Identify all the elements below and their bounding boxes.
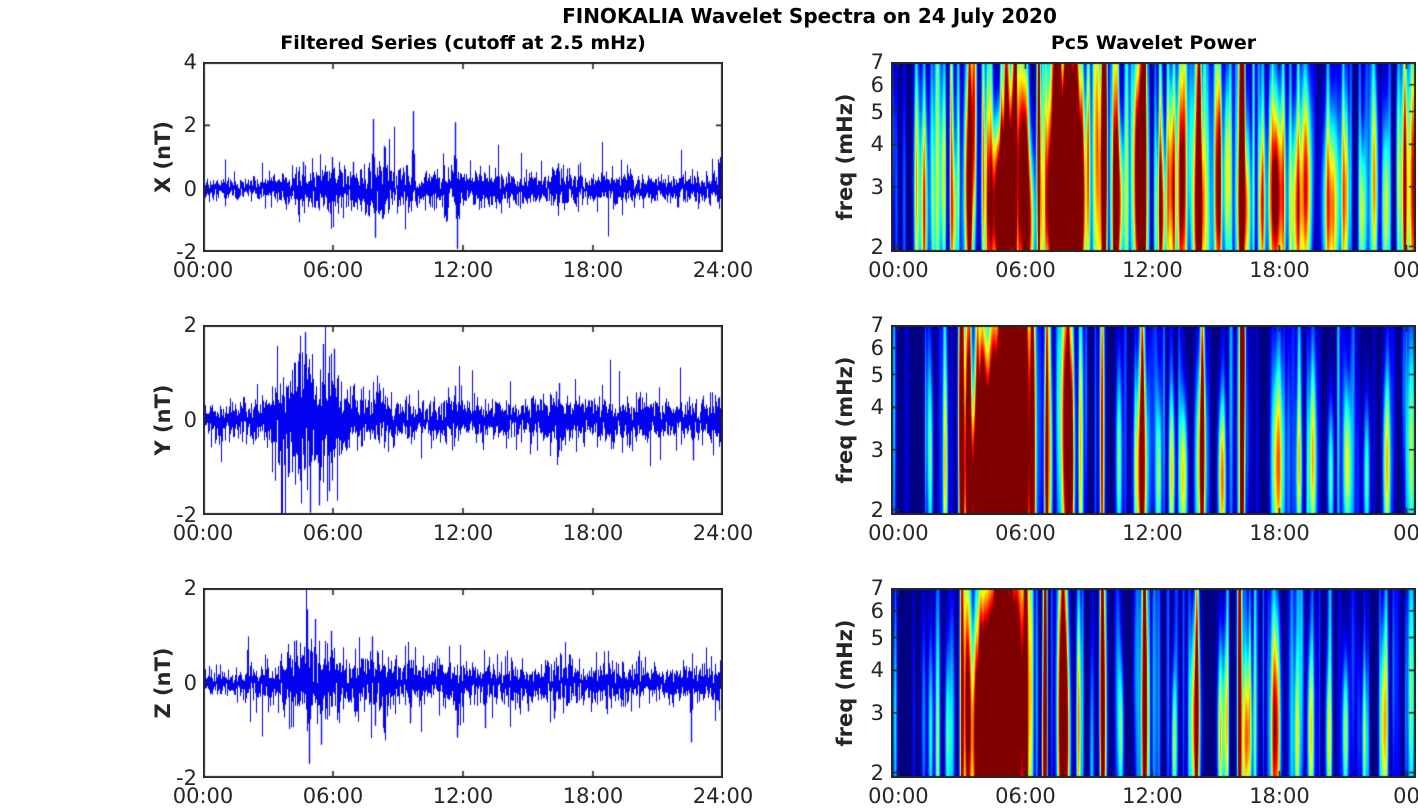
- z-wavelet-ylabel: freq (mHz): [833, 619, 857, 747]
- x-tick-label: 12:00: [432, 521, 494, 545]
- x-tick-label: 00:00: [868, 258, 929, 282]
- x-series-canvas: [203, 62, 723, 252]
- y-tick-label: 2: [183, 313, 197, 337]
- x-tick-label: 12:00: [432, 258, 494, 282]
- x-tick-label: 06:00: [302, 258, 364, 282]
- freq-tick-label: 5: [870, 362, 884, 387]
- wavelet-figure: FINOKALIA Wavelet Spectra on 24 July 202…: [151, 4, 1418, 808]
- x-tick-label: 06:00: [995, 258, 1056, 282]
- x-tick-label: 18:00: [1249, 521, 1310, 545]
- x-tick-label: 24:00: [692, 258, 754, 282]
- x-tick-label: 12:00: [1122, 258, 1183, 282]
- x-tick-label: 18:00: [562, 521, 624, 545]
- freq-tick-label: 7: [870, 576, 884, 600]
- freq-tick-label: 6: [870, 72, 884, 97]
- z-series-plot: [203, 588, 723, 778]
- z-series-canvas: [203, 588, 723, 778]
- z-series-ylabel: Z (nT): [151, 647, 175, 719]
- y-series-plot: [203, 325, 723, 515]
- x-tick-label: 12:00: [1122, 521, 1183, 545]
- x-tick-label: 06:00: [302, 521, 364, 545]
- freq-tick-label: 4: [870, 132, 884, 157]
- freq-tick-label: 2: [870, 497, 884, 522]
- freq-tick-label: 3: [870, 174, 884, 199]
- y-series-canvas: [203, 325, 723, 515]
- x-tick-label: 06:00: [995, 521, 1056, 545]
- x-tick-label: 00:00: [172, 521, 234, 545]
- freq-tick-label: 5: [870, 99, 884, 124]
- y-tick-label: 2: [183, 576, 197, 600]
- x-tick-label: 00: [1393, 258, 1418, 282]
- freq-tick-label: 3: [870, 437, 884, 462]
- freq-tick-label: 7: [870, 313, 884, 337]
- y-series-ylabel: Y (nT): [151, 384, 175, 456]
- x-tick-label: 00: [1393, 521, 1418, 545]
- freq-tick-label: 3: [870, 700, 884, 725]
- freq-tick-label: 7: [870, 50, 884, 74]
- freq-tick-label: 6: [870, 335, 884, 360]
- x-series-plot: [203, 62, 723, 252]
- x-series-ylabel: X (nT): [151, 121, 175, 193]
- x-wavelet-ylabel: freq (mHz): [833, 93, 857, 221]
- left-column-title: Filtered Series (cutoff at 2.5 mHz): [280, 32, 646, 54]
- freq-tick-label: 6: [870, 598, 884, 623]
- y-tick-label: 0: [183, 671, 197, 695]
- y-tick-label: -2: [176, 503, 197, 527]
- freq-tick-label: 2: [870, 234, 884, 259]
- y-wavelet-ylabel: freq (mHz): [833, 356, 857, 484]
- freq-tick-label: 4: [870, 658, 884, 683]
- x-tick-label: 24:00: [692, 521, 754, 545]
- y-tick-label: -2: [176, 766, 197, 790]
- freq-tick-label: 2: [870, 760, 884, 785]
- right-column-title: Pc5 Wavelet Power: [1050, 32, 1257, 54]
- y-tick-label: 2: [183, 113, 197, 138]
- x-tick-label: 00:00: [868, 521, 929, 545]
- y-tick-label: 0: [183, 176, 197, 201]
- figure-title: FINOKALIA Wavelet Spectra on 24 July 202…: [562, 4, 1057, 28]
- x-tick-label: 18:00: [562, 258, 624, 282]
- freq-tick-label: 4: [870, 395, 884, 420]
- y-wavelet-spectrogram: [891, 325, 1416, 515]
- x-tick-label: 00:00: [172, 258, 234, 282]
- z-wavelet-spectrogram: [891, 588, 1416, 778]
- z-wavelet-canvas: [891, 588, 1416, 778]
- x-tick-label: 18:00: [1249, 258, 1310, 282]
- x-wavelet-spectrogram: [891, 62, 1416, 252]
- y-wavelet-canvas: [891, 325, 1416, 515]
- x-wavelet-canvas: [891, 62, 1416, 252]
- y-tick-label: -2: [176, 240, 197, 264]
- freq-tick-label: 5: [870, 625, 884, 650]
- y-tick-label: 4: [183, 50, 197, 74]
- y-tick-label: 0: [183, 408, 197, 432]
